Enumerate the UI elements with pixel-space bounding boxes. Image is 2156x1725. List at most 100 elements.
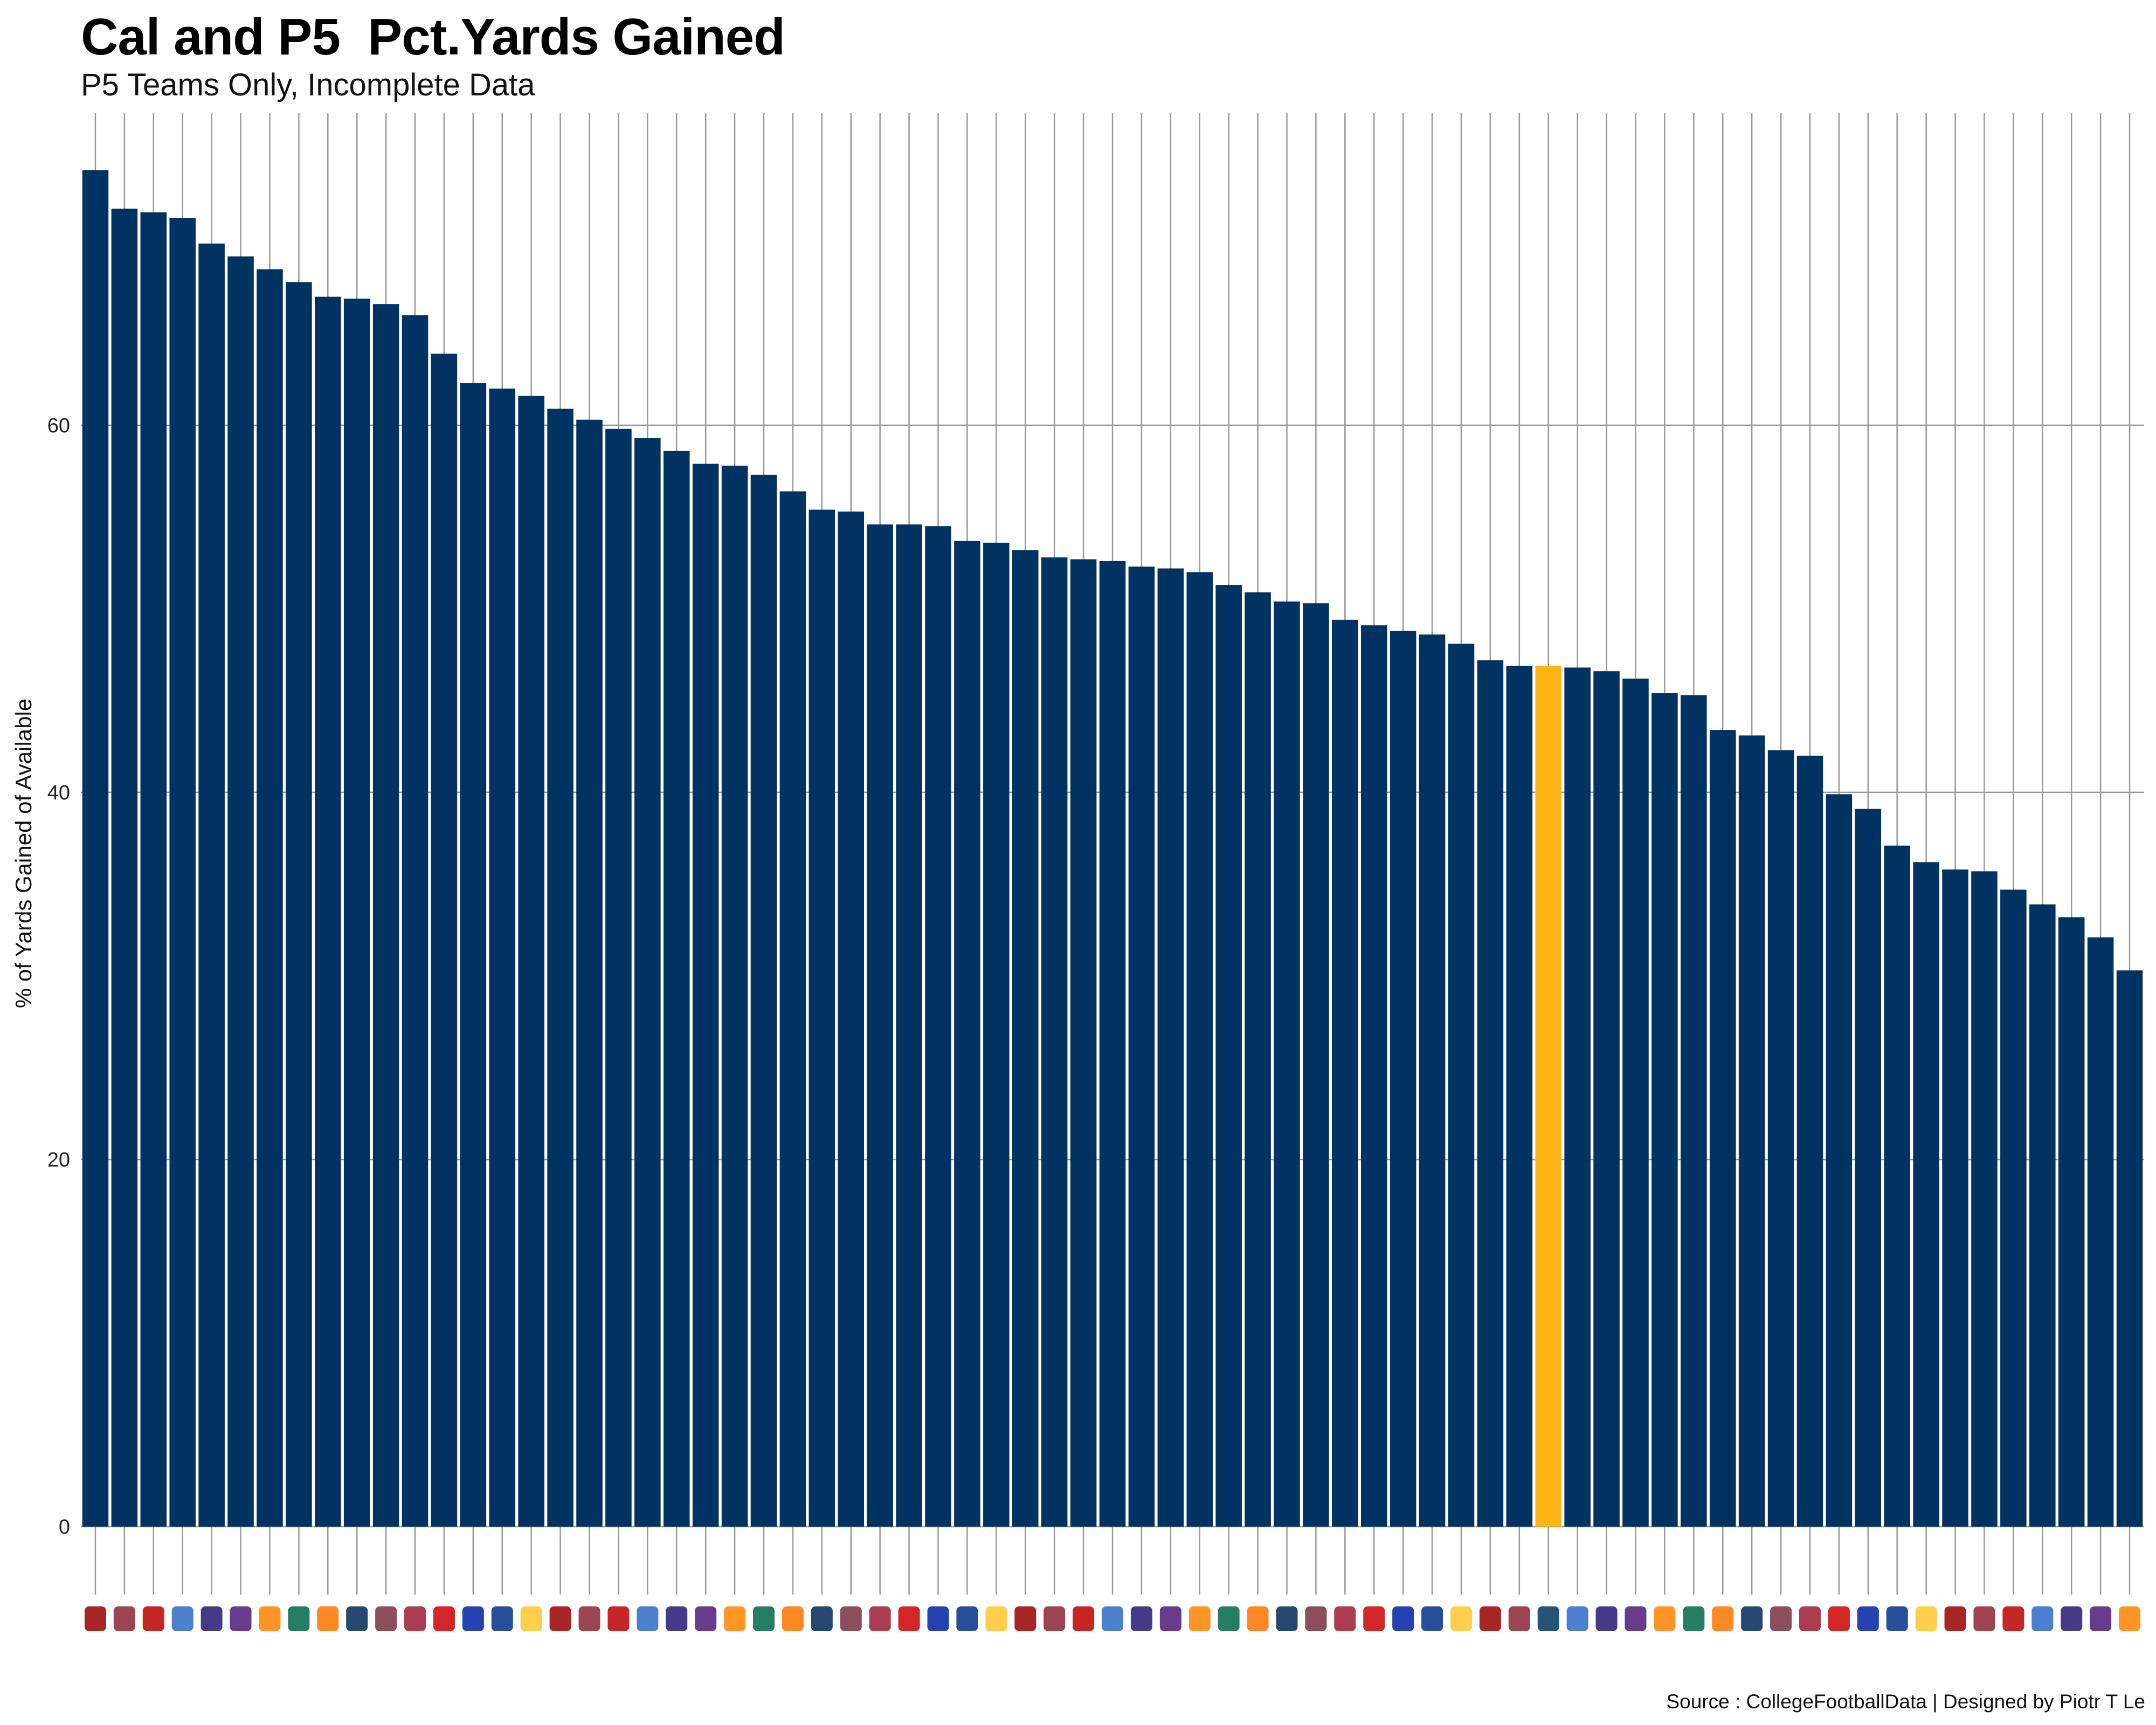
team-logos bbox=[84, 1606, 2141, 1631]
team-logo-icon bbox=[142, 1606, 164, 1631]
bar bbox=[1506, 665, 1533, 1527]
team-logo-icon bbox=[1944, 1606, 1966, 1631]
team-logo-icon bbox=[1741, 1606, 1763, 1631]
bar bbox=[227, 256, 254, 1527]
team-logo-icon bbox=[1857, 1606, 1879, 1631]
team-logo-icon bbox=[578, 1606, 600, 1631]
team-logo-icon bbox=[1479, 1606, 1501, 1631]
bar bbox=[1360, 625, 1387, 1527]
team-logo-icon bbox=[1654, 1606, 1676, 1631]
team-logo-icon bbox=[1392, 1606, 1414, 1631]
team-logo-icon bbox=[956, 1606, 978, 1631]
bar bbox=[1738, 735, 1765, 1527]
bar bbox=[2116, 970, 2143, 1527]
bar bbox=[634, 438, 661, 1527]
team-logo-icon bbox=[433, 1606, 455, 1631]
bar bbox=[925, 526, 951, 1527]
team-logo-icon bbox=[1566, 1606, 1588, 1631]
bar bbox=[2058, 917, 2085, 1527]
team-logo-icon bbox=[1799, 1606, 1821, 1631]
y-tick-label: 40 bbox=[47, 782, 70, 804]
chart-source: Source : CollegeFootballData | Designed … bbox=[1666, 1690, 2145, 1713]
team-logo-icon bbox=[1508, 1606, 1530, 1631]
bar bbox=[1215, 585, 1242, 1527]
team-logo-icon bbox=[2002, 1606, 2024, 1631]
team-logo-icon bbox=[1130, 1606, 1152, 1631]
team-logo-icon bbox=[491, 1606, 513, 1631]
bars bbox=[82, 170, 2143, 1527]
chart-subtitle: P5 Teams Only, Incomplete Data bbox=[81, 67, 535, 102]
team-logo-icon bbox=[666, 1606, 688, 1631]
team-logo-icon bbox=[1159, 1606, 1181, 1631]
team-logo-icon bbox=[346, 1606, 368, 1631]
bar bbox=[198, 243, 225, 1527]
team-logo-icon bbox=[1886, 1606, 1908, 1631]
team-logo-icon bbox=[1421, 1606, 1443, 1631]
team-logo-icon bbox=[1188, 1606, 1211, 1631]
y-axis: 0 20 40 60 bbox=[47, 415, 70, 1538]
bar bbox=[2000, 889, 2027, 1527]
team-logo-icon bbox=[607, 1606, 630, 1631]
bar bbox=[779, 491, 806, 1527]
team-logo-icon bbox=[1305, 1606, 1327, 1631]
bar bbox=[1593, 671, 1620, 1527]
team-logo-icon bbox=[1915, 1606, 1937, 1631]
bar bbox=[1245, 592, 1271, 1527]
team-logo-icon bbox=[1102, 1606, 1123, 1631]
bar bbox=[1796, 755, 1823, 1527]
team-logo-icon bbox=[1334, 1606, 1356, 1631]
bar bbox=[1012, 550, 1039, 1527]
team-logo-icon bbox=[1247, 1606, 1269, 1631]
bar bbox=[664, 451, 690, 1527]
bar bbox=[1681, 695, 1707, 1527]
team-logo-icon bbox=[84, 1606, 106, 1631]
bar bbox=[692, 464, 719, 1527]
team-logo-icon bbox=[1973, 1606, 1995, 1631]
bar bbox=[2029, 904, 2056, 1527]
bar bbox=[343, 298, 370, 1527]
team-logo-icon bbox=[1712, 1606, 1734, 1631]
bar bbox=[1709, 730, 1736, 1527]
team-logo-icon bbox=[753, 1606, 775, 1631]
team-logo-icon bbox=[1276, 1606, 1298, 1631]
bar bbox=[838, 511, 865, 1527]
bar bbox=[1157, 568, 1184, 1527]
team-logo-icon bbox=[1363, 1606, 1385, 1631]
bar bbox=[1128, 567, 1155, 1527]
team-logo-icon bbox=[1014, 1606, 1036, 1631]
bar bbox=[82, 170, 109, 1527]
team-logo-icon bbox=[375, 1606, 397, 1631]
bar bbox=[111, 209, 138, 1527]
bar bbox=[489, 388, 516, 1527]
bar bbox=[867, 524, 893, 1527]
bar bbox=[1419, 634, 1446, 1527]
bar bbox=[750, 474, 777, 1527]
bar bbox=[372, 304, 399, 1527]
bar bbox=[721, 465, 748, 1527]
bar bbox=[547, 409, 573, 1527]
bar bbox=[1303, 603, 1329, 1527]
bar bbox=[1041, 557, 1068, 1527]
bar bbox=[140, 212, 167, 1527]
team-logo-icon bbox=[462, 1606, 484, 1631]
team-logo-icon bbox=[1828, 1606, 1850, 1631]
bar bbox=[1767, 750, 1794, 1527]
team-logo-icon bbox=[317, 1606, 339, 1631]
bar bbox=[169, 218, 196, 1527]
team-logo-icon bbox=[782, 1606, 804, 1631]
team-logo-icon bbox=[2061, 1606, 2083, 1631]
y-tick-label: 20 bbox=[47, 1149, 70, 1171]
team-logo-icon bbox=[637, 1606, 659, 1631]
bar bbox=[1274, 601, 1300, 1527]
bar bbox=[286, 282, 312, 1527]
team-logo-icon bbox=[1595, 1606, 1618, 1631]
team-logo-icon bbox=[1218, 1606, 1240, 1631]
bar bbox=[460, 383, 487, 1527]
bar bbox=[1855, 809, 1882, 1527]
team-logo-icon bbox=[869, 1606, 891, 1631]
team-logo-icon bbox=[2119, 1606, 2141, 1631]
team-logo-icon bbox=[840, 1606, 862, 1631]
team-logo-icon bbox=[113, 1606, 135, 1631]
team-logo-icon bbox=[1073, 1606, 1095, 1631]
bar bbox=[1448, 644, 1475, 1527]
